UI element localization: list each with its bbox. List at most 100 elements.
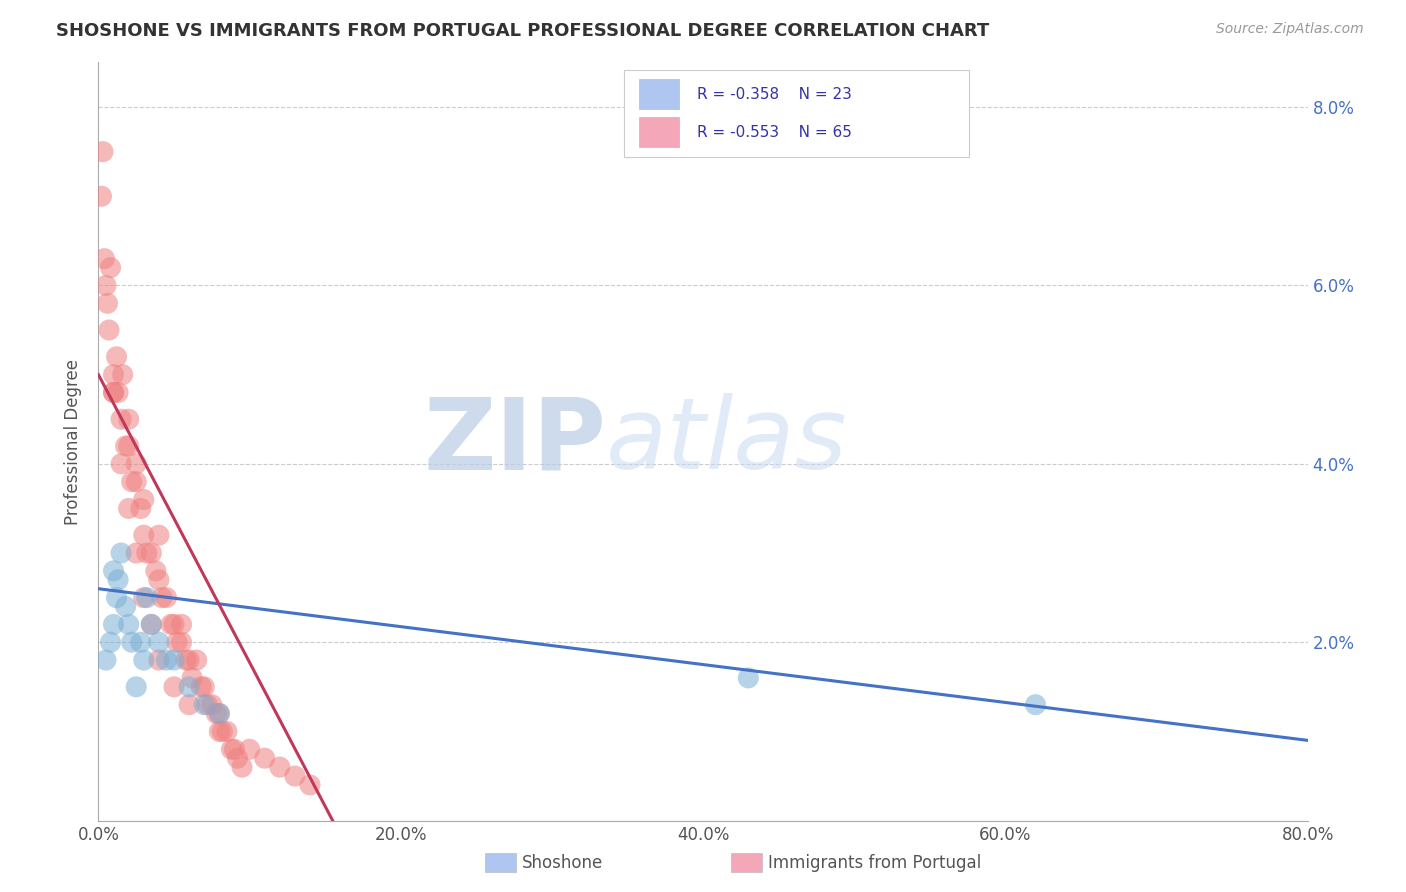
Point xyxy=(231,760,253,774)
Point xyxy=(118,439,141,453)
Point xyxy=(107,385,129,400)
Point xyxy=(107,573,129,587)
Point xyxy=(1024,698,1046,712)
Point xyxy=(163,617,186,632)
Point xyxy=(179,698,201,712)
Point xyxy=(186,653,208,667)
Point xyxy=(103,385,125,400)
Point xyxy=(193,680,215,694)
Point xyxy=(129,635,152,649)
Point xyxy=(132,528,155,542)
Point xyxy=(163,653,186,667)
Point xyxy=(170,635,193,649)
Text: Source: ZipAtlas.com: Source: ZipAtlas.com xyxy=(1216,22,1364,37)
Point xyxy=(221,742,243,756)
Point xyxy=(181,671,204,685)
Text: R = -0.358    N = 23: R = -0.358 N = 23 xyxy=(697,87,852,102)
Point xyxy=(94,653,117,667)
Text: Immigrants from Portugal: Immigrants from Portugal xyxy=(768,854,981,871)
Point xyxy=(105,350,128,364)
Point xyxy=(299,778,322,792)
Point xyxy=(132,653,155,667)
Text: ZIP: ZIP xyxy=(423,393,606,490)
Point xyxy=(155,653,177,667)
Point xyxy=(190,680,212,694)
Point xyxy=(103,385,125,400)
Point xyxy=(121,635,143,649)
Point xyxy=(103,368,125,382)
Point xyxy=(132,591,155,605)
Bar xyxy=(638,117,679,147)
Point xyxy=(93,252,115,266)
Point xyxy=(118,412,141,426)
Point xyxy=(94,278,117,293)
Point xyxy=(121,475,143,489)
Point xyxy=(193,698,215,712)
Point xyxy=(114,439,136,453)
Point xyxy=(141,617,163,632)
Point xyxy=(100,260,122,275)
Point xyxy=(208,724,231,739)
Point xyxy=(135,546,157,560)
Point xyxy=(208,706,231,721)
Point xyxy=(201,698,224,712)
Text: atlas: atlas xyxy=(606,393,848,490)
Point xyxy=(141,546,163,560)
Point xyxy=(98,323,121,337)
Point xyxy=(141,617,163,632)
Point xyxy=(737,671,759,685)
Point xyxy=(118,501,141,516)
Point xyxy=(170,617,193,632)
Point xyxy=(208,706,231,721)
FancyBboxPatch shape xyxy=(624,70,969,157)
Point xyxy=(105,591,128,605)
Text: Shoshone: Shoshone xyxy=(522,854,603,871)
Point xyxy=(96,296,118,310)
Point xyxy=(118,617,141,632)
Point xyxy=(103,617,125,632)
Point xyxy=(148,635,170,649)
Point xyxy=(90,189,112,203)
Point xyxy=(211,724,233,739)
Point xyxy=(224,742,246,756)
Bar xyxy=(638,79,679,110)
Point xyxy=(125,680,148,694)
Text: R = -0.553    N = 65: R = -0.553 N = 65 xyxy=(697,125,852,140)
Point xyxy=(253,751,276,765)
Point xyxy=(150,591,173,605)
Point xyxy=(239,742,262,756)
Point xyxy=(125,475,148,489)
Point xyxy=(195,698,218,712)
Point xyxy=(284,769,307,783)
Point xyxy=(226,751,249,765)
Point xyxy=(179,653,201,667)
Point xyxy=(155,591,177,605)
Point xyxy=(129,501,152,516)
Point xyxy=(125,457,148,471)
Point xyxy=(174,653,197,667)
Point xyxy=(103,564,125,578)
Point xyxy=(145,564,167,578)
Point xyxy=(148,573,170,587)
Point xyxy=(110,457,132,471)
Point xyxy=(160,617,183,632)
Point xyxy=(269,760,291,774)
Point xyxy=(148,653,170,667)
Point xyxy=(114,599,136,614)
Point xyxy=(132,492,155,507)
Point xyxy=(135,591,157,605)
Y-axis label: Professional Degree: Professional Degree xyxy=(65,359,83,524)
Point xyxy=(215,724,238,739)
Point xyxy=(179,680,201,694)
Point xyxy=(110,412,132,426)
Point xyxy=(163,680,186,694)
Point xyxy=(110,546,132,560)
Point xyxy=(166,635,188,649)
Point xyxy=(205,706,228,721)
Point xyxy=(91,145,114,159)
Point xyxy=(148,528,170,542)
Text: SHOSHONE VS IMMIGRANTS FROM PORTUGAL PROFESSIONAL DEGREE CORRELATION CHART: SHOSHONE VS IMMIGRANTS FROM PORTUGAL PRO… xyxy=(56,22,990,40)
Point xyxy=(125,546,148,560)
Point xyxy=(100,635,122,649)
Point xyxy=(111,368,134,382)
